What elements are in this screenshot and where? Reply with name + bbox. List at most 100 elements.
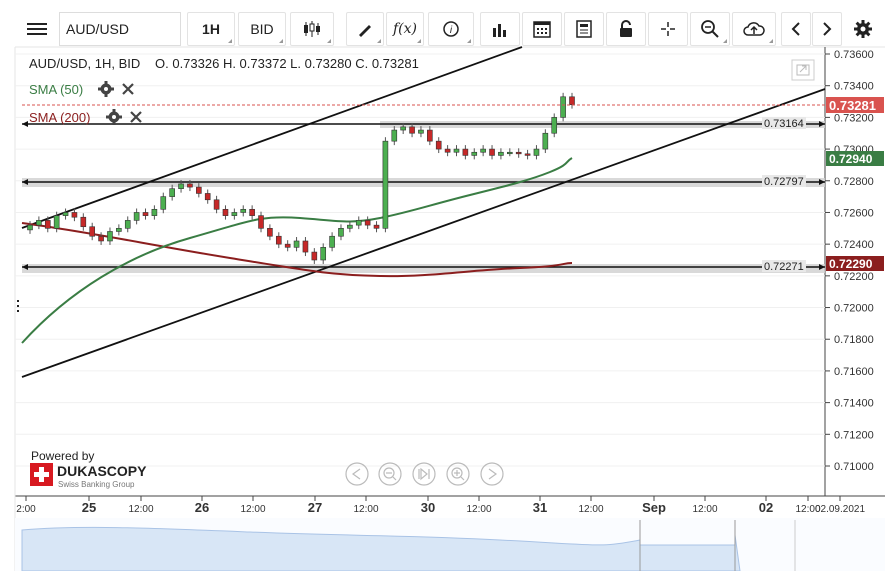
candle-body: [62, 212, 69, 216]
x-tick-label: 12:00: [466, 504, 491, 515]
candle-body: [409, 126, 415, 134]
scroll-left-icon[interactable]: [345, 462, 369, 486]
ohlc-readout: O. 0.73326 H. 0.73372 L. 0.73280 C. 0.73…: [155, 56, 419, 71]
level-label-1: 0.73164: [764, 118, 804, 130]
candle-body: [27, 224, 33, 231]
next-icon[interactable]: [812, 12, 842, 46]
x-tick-label: 25: [82, 500, 96, 515]
calendar-icon[interactable]: [522, 12, 562, 46]
candle-body: [258, 215, 264, 229]
candle-body: [355, 220, 362, 226]
candle-body: [489, 148, 495, 156]
cloud-upload-icon[interactable]: [732, 12, 776, 46]
zoom-out-icon[interactable]: [378, 462, 402, 486]
trend-line-lower[interactable]: [21, 88, 826, 378]
candle-body: [435, 140, 442, 150]
y-tick-label: 0.72400: [834, 239, 874, 251]
candle-body: [364, 220, 371, 226]
prev-icon[interactable]: [781, 12, 811, 46]
level-label-3: 0.72271: [764, 261, 804, 273]
sma-50-settings-icon[interactable]: [98, 81, 114, 97]
candle-body: [302, 240, 309, 253]
x-tick-label: 12:00: [128, 504, 153, 515]
function-icon[interactable]: f(x): [386, 12, 424, 46]
x-tick-label: 31: [533, 500, 547, 515]
trend-line-upper[interactable]: [21, 46, 523, 229]
gear-icon[interactable]: [847, 12, 879, 46]
candle-body: [124, 220, 131, 229]
y-tick-label: 0.72200: [834, 271, 874, 283]
candlestick-icon[interactable]: [290, 12, 334, 46]
candle-body: [533, 148, 540, 156]
instrument-input[interactable]: [59, 12, 181, 46]
sma-200-label[interactable]: SMA (200): [29, 110, 90, 125]
info-icon[interactable]: i: [428, 12, 474, 46]
candle-body: [320, 247, 327, 261]
candle-body: [71, 212, 78, 218]
candle-body: [515, 151, 522, 155]
candle-body: [427, 129, 433, 142]
bar-chart-icon[interactable]: [480, 12, 520, 46]
side-button[interactable]: BID: [238, 12, 286, 46]
function-label: f(x): [392, 21, 417, 37]
price-badge-sma200-text: 0.72290: [829, 257, 873, 271]
candle-body: [471, 151, 478, 156]
candle-body: [284, 243, 291, 248]
candle-body: [222, 208, 229, 216]
pencil-icon[interactable]: [346, 12, 384, 46]
level-zone-3: [22, 264, 825, 273]
candle-body: [231, 212, 238, 216]
candle-body: [213, 199, 220, 210]
candle-body: [44, 220, 51, 229]
candle-body: [569, 96, 575, 106]
y-tick-label: 0.73400: [834, 81, 874, 93]
x-tick-label: 12:00: [795, 504, 820, 515]
fit-icon[interactable]: [412, 462, 436, 486]
sma-200-close-icon[interactable]: [130, 111, 142, 123]
price-badge-sma50-text: 0.72940: [829, 152, 873, 166]
sheet-icon[interactable]: [564, 12, 604, 46]
candle-body: [480, 148, 486, 153]
candle-body: [107, 231, 113, 242]
candle-body: [391, 129, 398, 142]
y-tick-label: 0.71800: [834, 334, 874, 346]
level-label-2: 0.72797: [764, 176, 804, 188]
brand-name: DUKASCOPY: [57, 463, 147, 479]
x-tick-label: 30: [421, 500, 435, 515]
powered-by-text: Powered by: [31, 449, 94, 463]
sma-50-label[interactable]: SMA (50): [29, 82, 83, 97]
y-axis: 0.736000.734000.732000.730000.728000.726…: [825, 49, 874, 473]
candle-body: [169, 188, 175, 197]
candle-body: [329, 235, 335, 248]
candle-body: [89, 226, 95, 237]
crosshair-icon[interactable]: [648, 12, 688, 46]
sma-50-close-icon[interactable]: [122, 83, 134, 95]
zoom-icon[interactable]: [690, 12, 730, 46]
zoom-in-icon[interactable]: [446, 462, 470, 486]
y-tick-label: 0.71000: [834, 461, 874, 473]
candle-body: [151, 208, 158, 216]
x-tick-label: 12:00: [692, 504, 717, 515]
price-badge-sma200: [826, 256, 884, 271]
candle-body: [462, 148, 469, 156]
toolbar: 1H BID f(x) i: [15, 12, 885, 46]
scroll-right-icon[interactable]: [480, 462, 504, 486]
period-button[interactable]: 1H: [187, 12, 235, 46]
menu-icon[interactable]: [19, 12, 55, 46]
candle-body: [400, 126, 406, 131]
sma-200-settings-icon[interactable]: [106, 109, 122, 125]
candle-body: [53, 215, 60, 229]
x-tick-label: 12:00: [240, 504, 265, 515]
candle-body: [249, 208, 255, 216]
x-axis: 2:00 25 12:00 26 12:00 27 12:00 30 12:00 31 12:00 S…: [16, 496, 865, 515]
maximize-icon[interactable]: [791, 59, 815, 81]
lock-icon[interactable]: [606, 12, 646, 46]
y-tick-label: 0.72800: [834, 176, 874, 188]
x-tick-label: 02: [759, 500, 773, 515]
drag-handle-icon[interactable]: [17, 300, 19, 312]
x-tick-label: 26: [195, 500, 209, 515]
candle-body: [551, 117, 558, 134]
candle-body: [560, 96, 566, 118]
side-label: BID: [250, 21, 274, 37]
